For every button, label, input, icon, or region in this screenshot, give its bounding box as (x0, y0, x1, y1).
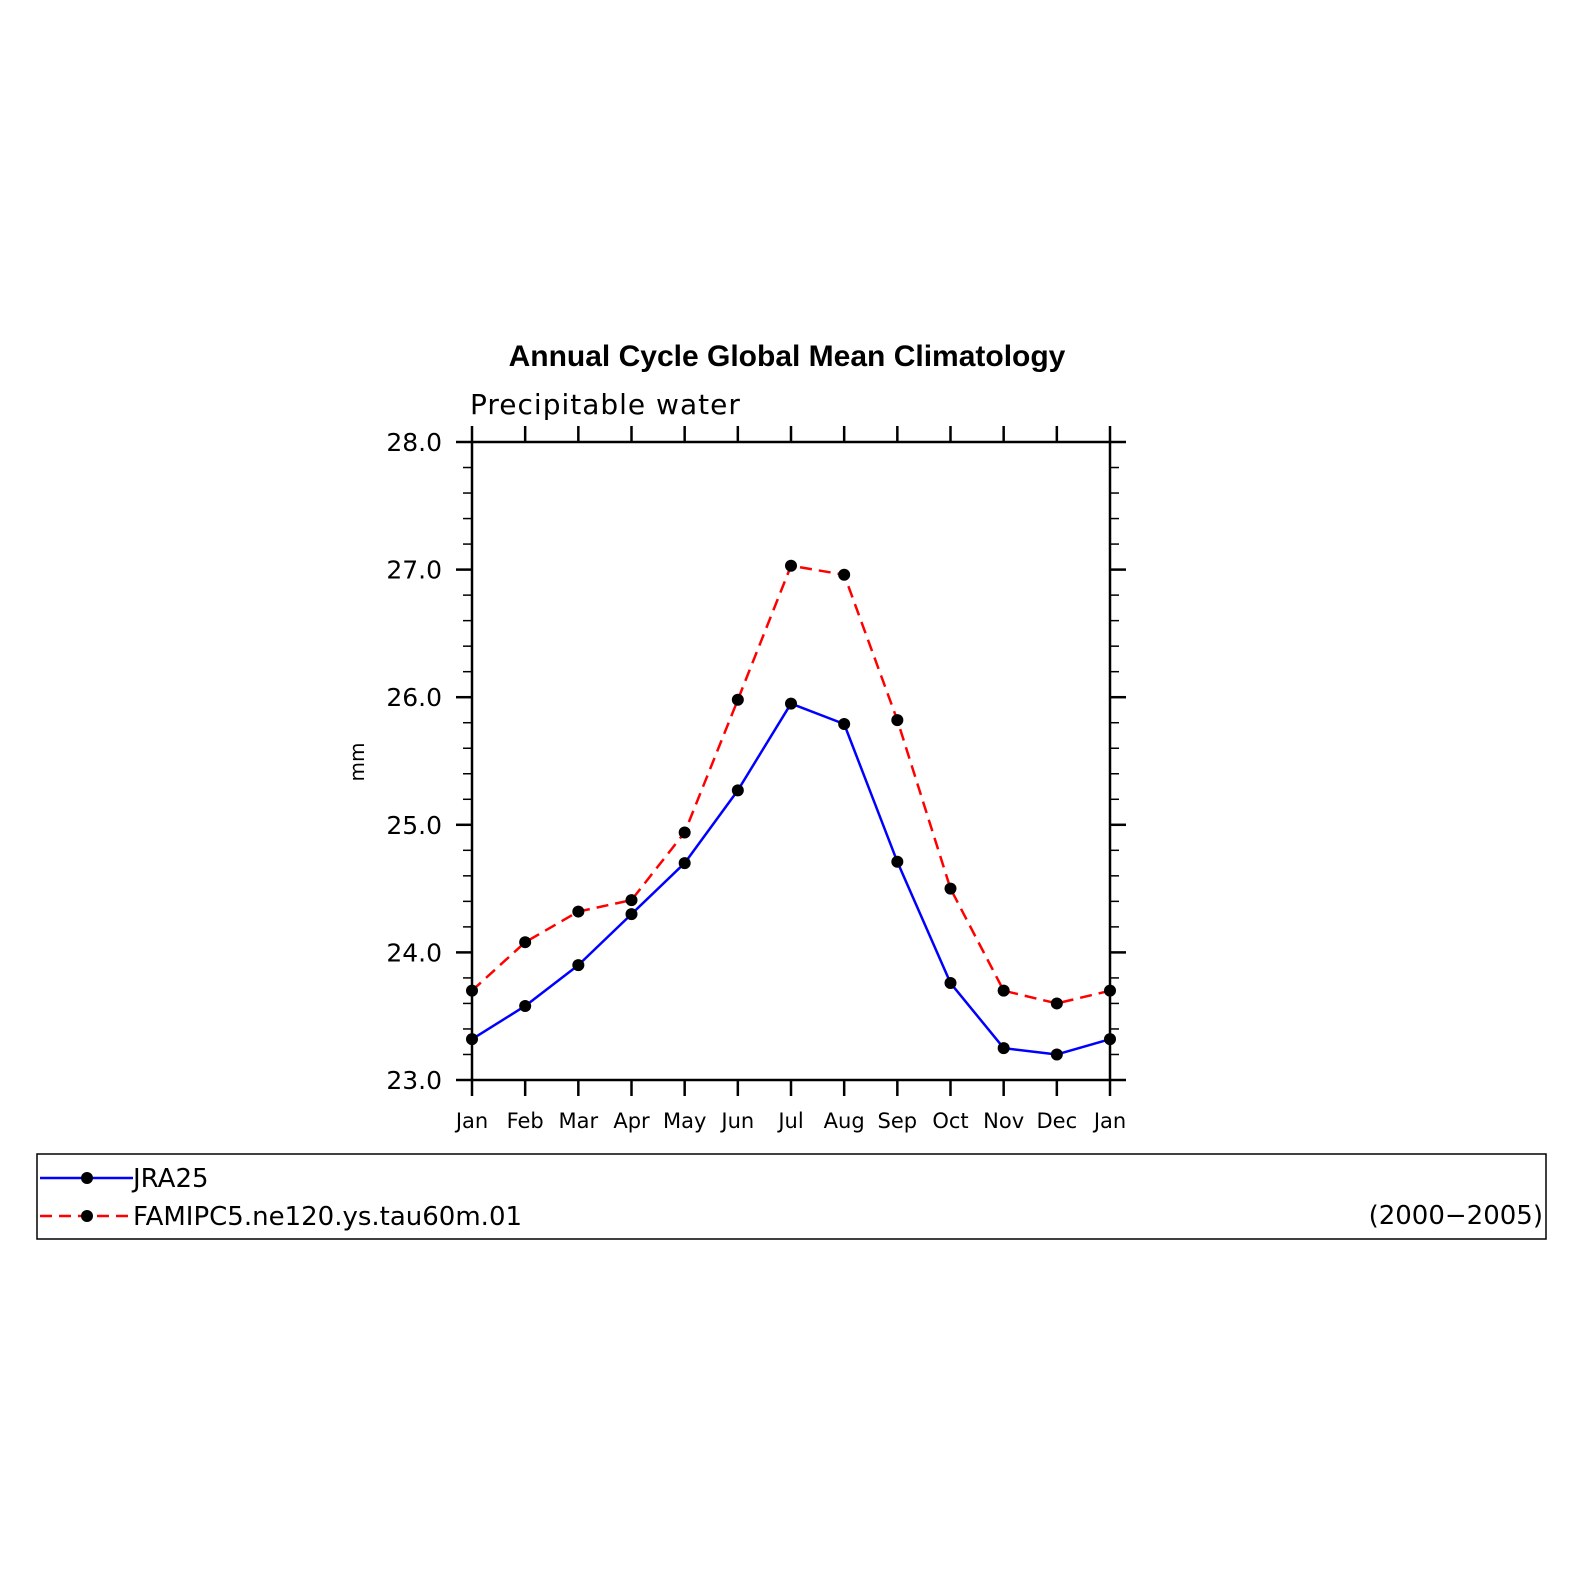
x-tick-labels: Jan Feb Mar Apr May Jun Jul Aug Sep Oct Nov Dec Jan (454, 1109, 1126, 1133)
data-point (731, 784, 744, 797)
x-tick-label: Oct (932, 1109, 968, 1133)
data-point (519, 936, 532, 949)
y-tick-label: 27.0 (386, 556, 442, 585)
legend: JRA25 FAMIPC5.ne120.ys.tau60m.01 (40, 1164, 522, 1232)
data-point (572, 959, 585, 972)
data-point (944, 882, 957, 895)
data-point (572, 905, 585, 918)
data-point (891, 714, 904, 727)
legend-marker (81, 1210, 93, 1222)
chart-title: Annual Cycle Global Mean Climatology (509, 340, 1066, 373)
data-point (731, 693, 744, 706)
data-point (997, 984, 1010, 997)
data-point (944, 977, 957, 990)
x-tick-label: Jun (719, 1109, 754, 1133)
x-tick-label: Jul (776, 1109, 803, 1133)
data-point (625, 894, 638, 907)
y-axis-label: mm (345, 743, 369, 782)
series-line-1 (471, 702, 1111, 1056)
data-point (838, 717, 851, 730)
data-point (1104, 984, 1116, 997)
x-tick-label: May (663, 1109, 706, 1133)
y-tick-label: 25.0 (386, 811, 442, 840)
x-tick-label: Nov (983, 1109, 1024, 1133)
data-point (891, 855, 904, 868)
y-tick-labels: 23.0 24.0 25.0 26.0 27.0 28.0 (386, 428, 442, 1095)
x-tick-label: Aug (824, 1109, 865, 1133)
plot-frame (470, 440, 1112, 1082)
data-point (1050, 997, 1063, 1010)
axis-ticks (456, 426, 1126, 1096)
x-tick-label: Jan (454, 1109, 488, 1133)
data-point (785, 697, 797, 710)
x-tick-label: Sep (878, 1109, 918, 1133)
x-tick-label: Apr (613, 1109, 650, 1133)
legend-box (36, 1153, 1547, 1240)
data-point (838, 568, 851, 581)
period-label: (2000−2005) (1369, 1201, 1543, 1231)
data-point (519, 999, 532, 1012)
x-tick-label: Feb (507, 1109, 544, 1133)
data-point (785, 559, 797, 572)
data-point (466, 984, 478, 997)
data-point (1104, 1033, 1116, 1046)
legend-marker (81, 1172, 93, 1184)
data-point (466, 1033, 478, 1046)
data-point (678, 857, 691, 870)
legend-label: FAMIPC5.ne120.ys.tau60m.01 (133, 1202, 522, 1232)
legend-label: JRA25 (131, 1164, 209, 1194)
y-tick-label: 28.0 (386, 428, 442, 457)
data-point (997, 1042, 1010, 1055)
x-tick-label: Mar (559, 1109, 599, 1133)
data-point (1050, 1048, 1063, 1061)
data-point (625, 908, 638, 921)
series-line-2 (471, 564, 1111, 1005)
series-layer (466, 559, 1116, 1061)
x-tick-label: Jan (1092, 1109, 1126, 1133)
data-point (678, 826, 691, 839)
chart-subtitle: Precipitable water (470, 388, 741, 421)
y-tick-label: 24.0 (386, 938, 442, 967)
y-tick-label: 23.0 (386, 1066, 442, 1095)
y-tick-label: 26.0 (386, 683, 442, 712)
x-tick-label: Dec (1037, 1109, 1078, 1133)
